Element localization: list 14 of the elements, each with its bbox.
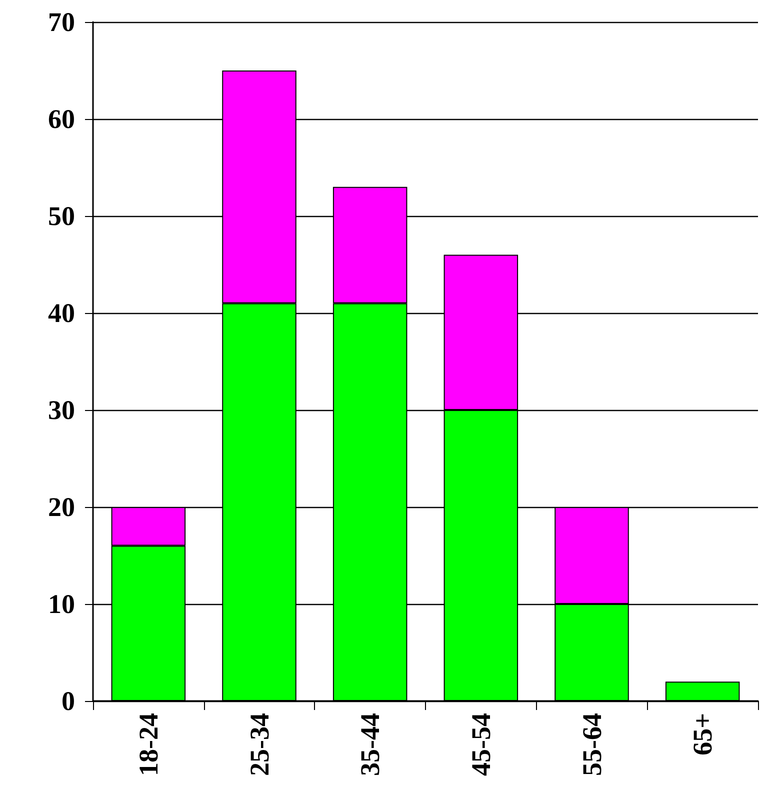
y-tick-label: 30 — [48, 395, 75, 425]
x-tick-label: 65+ — [688, 713, 718, 756]
y-tick-label: 0 — [62, 686, 75, 716]
y-tick-label: 10 — [48, 589, 75, 619]
x-tick-label: 35-44 — [355, 713, 386, 776]
x-tick-label: 18-24 — [133, 713, 164, 776]
y-tick-label: 40 — [48, 298, 75, 328]
x-tick-label: 25-34 — [244, 713, 274, 776]
y-tick-label: 20 — [48, 492, 75, 522]
y-tick-label: 70 — [48, 7, 75, 37]
y-tick-label: 50 — [48, 201, 75, 231]
x-tick-label: 55-64 — [576, 713, 607, 776]
x-tick-label: 45-54 — [466, 713, 496, 776]
y-tick-label: 60 — [48, 104, 75, 134]
